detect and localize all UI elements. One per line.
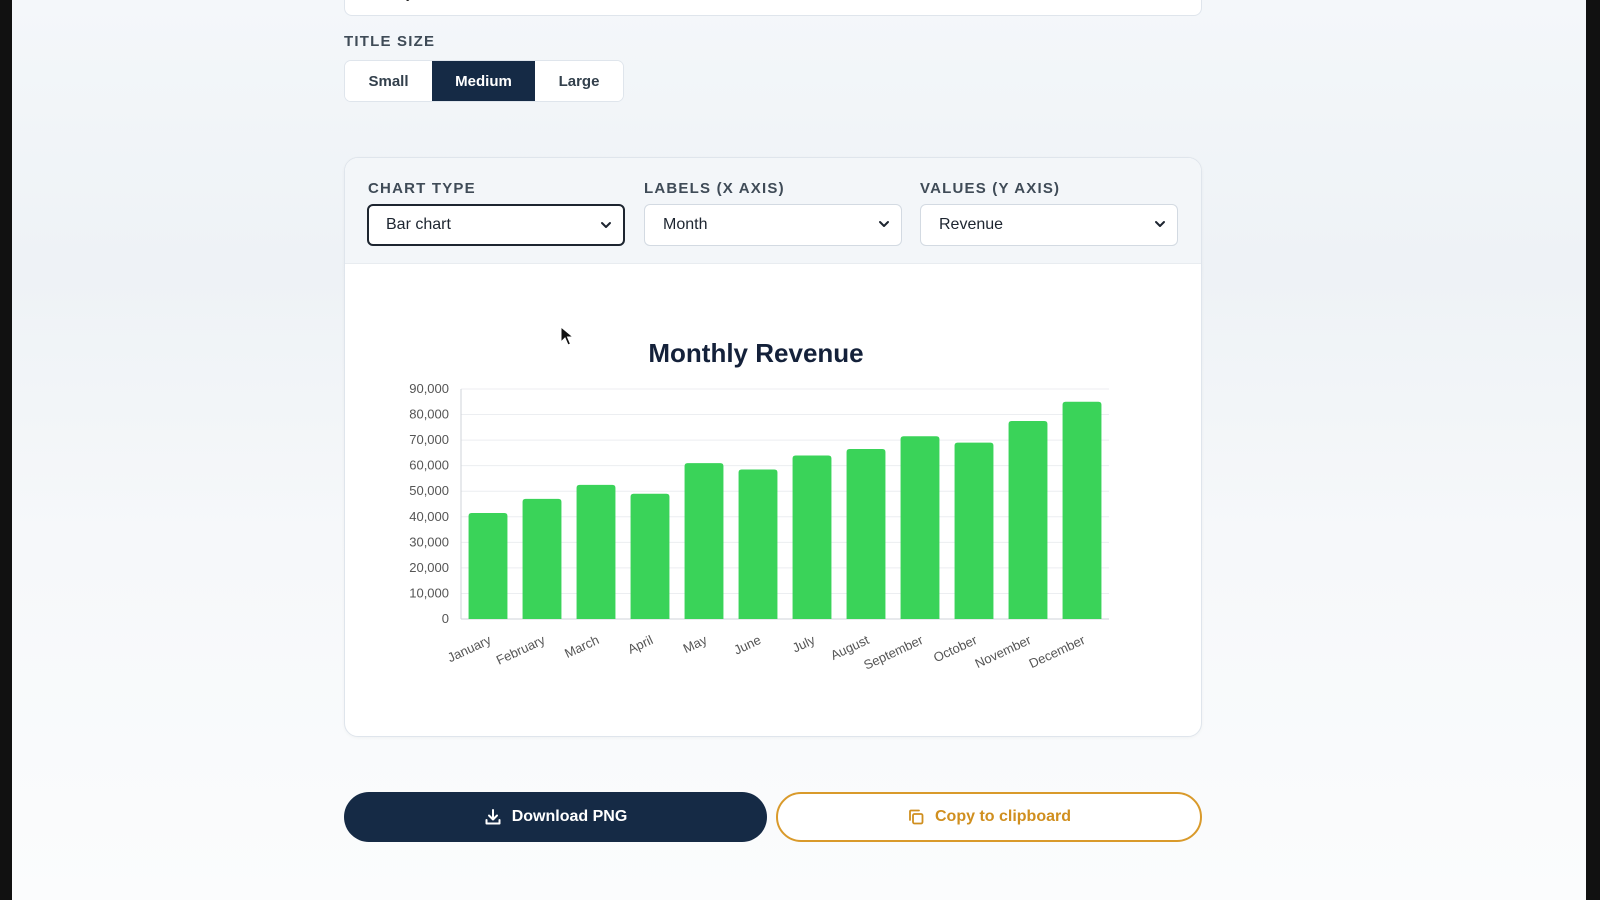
bar-december xyxy=(1062,401,1102,619)
title-size-small-button[interactable]: Small xyxy=(345,61,432,101)
y-tick-label: 60,000 xyxy=(409,458,449,473)
values-axis-select[interactable]: Revenue xyxy=(920,204,1178,246)
bar-october xyxy=(954,442,994,619)
labels-axis-value: Month xyxy=(663,216,708,233)
copy-to-clipboard-label: Copy to clipboard xyxy=(935,808,1071,825)
title-size-label: TITLE SIZE xyxy=(344,33,436,50)
copy-to-clipboard-button[interactable]: Copy to clipboard xyxy=(776,792,1202,842)
x-tick-label: June xyxy=(731,632,763,658)
labels-axis-select[interactable]: Month xyxy=(644,204,902,246)
x-tick-label: April xyxy=(625,632,655,657)
x-tick-label: September xyxy=(861,632,926,673)
chevron-down-icon xyxy=(601,222,611,228)
values-axis-value: Revenue xyxy=(939,216,1004,233)
bar-january xyxy=(468,512,508,619)
bar-july xyxy=(792,455,832,619)
chart-title: Monthly Revenue xyxy=(648,338,863,368)
y-tick-label: 10,000 xyxy=(409,585,449,600)
chart-type-label: CHART TYPE xyxy=(368,180,476,197)
bar-may xyxy=(684,463,724,619)
chart-preview: Monthly Revenue 0 10,000 20,000 30,000 40,00… xyxy=(345,264,1201,736)
download-png-label: Download PNG xyxy=(511,808,628,825)
app-viewport: Monthly Revenue TITLE SIZE Small Medium … xyxy=(12,0,1586,900)
x-tick-label: October xyxy=(931,632,980,665)
y-tick-label: 70,000 xyxy=(409,432,449,447)
y-tick-label: 80,000 xyxy=(409,407,449,422)
x-tick-label: February xyxy=(494,632,548,668)
x-tick-label: May xyxy=(681,632,710,656)
chart-card: CHART TYPE Bar chart LABELS (X AXIS) Mon… xyxy=(344,157,1202,737)
x-tick-label: March xyxy=(562,632,601,661)
bar-march xyxy=(576,484,616,619)
mouse-cursor-icon xyxy=(560,326,574,346)
chart-type-select[interactable]: Bar chart xyxy=(367,204,625,246)
bar-september xyxy=(900,436,940,619)
bar-november xyxy=(1008,420,1048,619)
y-tick-label: 30,000 xyxy=(409,534,449,549)
x-tick-label: November xyxy=(973,632,1034,671)
chart-controls: CHART TYPE Bar chart LABELS (X AXIS) Mon… xyxy=(345,158,1201,264)
bar-chart: Monthly Revenue 0 10,000 20,000 30,000 40,00… xyxy=(409,338,1109,673)
chart-type-value: Bar chart xyxy=(386,216,451,233)
chevron-down-icon xyxy=(1155,221,1165,227)
chevron-down-icon xyxy=(879,221,889,227)
bar-june xyxy=(738,469,778,619)
y-tick-label: 20,000 xyxy=(409,560,449,575)
y-tick-label: 0 xyxy=(442,611,449,626)
copy-icon xyxy=(909,809,924,825)
download-png-button[interactable]: Download PNG xyxy=(344,792,767,842)
bar-august xyxy=(846,449,886,619)
title-size-large-button[interactable]: Large xyxy=(535,61,623,101)
labels-axis-label: LABELS (X AXIS) xyxy=(644,180,785,197)
x-tick-label: December xyxy=(1027,632,1088,671)
x-tick-label: July xyxy=(790,632,818,656)
values-axis-label: VALUES (Y AXIS) xyxy=(920,180,1061,197)
download-icon xyxy=(485,809,501,825)
y-tick-label: 90,000 xyxy=(409,381,449,396)
x-tick-label: January xyxy=(445,632,494,665)
title-size-toggle: Small Medium Large xyxy=(344,60,624,102)
bar-february xyxy=(522,498,562,619)
title-size-medium-button[interactable]: Medium xyxy=(432,61,535,101)
y-tick-label: 40,000 xyxy=(409,509,449,524)
y-tick-label: 50,000 xyxy=(409,483,449,498)
bar-april xyxy=(630,493,670,619)
chart-title-input[interactable]: Monthly Revenue xyxy=(344,0,1202,16)
